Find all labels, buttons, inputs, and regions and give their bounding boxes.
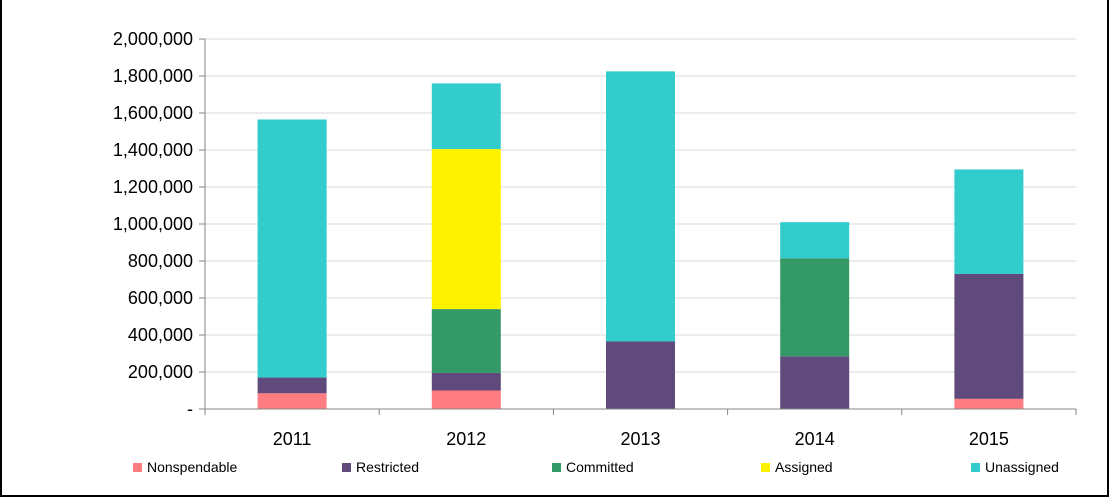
- axes: [204, 39, 1076, 410]
- bar-nonspendable-2015: [954, 398, 1024, 409]
- x-tick-label: 2011: [273, 429, 312, 449]
- y-tick-label: 400,000: [128, 325, 193, 345]
- bar-unassigned-2013: [606, 71, 675, 342]
- legend-swatch-assigned: [761, 463, 770, 472]
- x-tick-label: 2013: [620, 429, 660, 449]
- bar-restricted-2011: [257, 377, 327, 394]
- x-axis-ticks: 2011 2012 2013 2014 2015: [204, 409, 1077, 449]
- legend-label-restricted: Restricted: [356, 459, 419, 475]
- bar-restricted-2015: [954, 273, 1024, 399]
- bar-nonspendable-2012: [431, 390, 501, 409]
- legend-label-unassigned: Unassigned: [985, 459, 1059, 475]
- legend-label-nonspendable: Nonspendable: [147, 459, 238, 475]
- bar-committed-2012: [431, 309, 501, 373]
- bar-committed-2014: [780, 258, 850, 357]
- bar-restricted-2012: [431, 372, 501, 391]
- bar-unassigned-2015: [954, 169, 1024, 274]
- bars: [257, 71, 1024, 409]
- legend-label-assigned: Assigned: [775, 459, 833, 475]
- bar-unassigned-2012: [431, 83, 501, 150]
- bar-restricted-2014: [780, 356, 850, 409]
- x-tick-label: 2015: [969, 429, 1009, 449]
- y-tick-label: 1,600,000: [113, 103, 193, 123]
- y-tick-label: 800,000: [128, 251, 193, 271]
- y-axis-ticks: - 200,000 400,000 600,000 800,000 1,000,000 1,…: [113, 29, 205, 419]
- legend-swatch-restricted: [342, 463, 351, 472]
- y-tick-label: 1,000,000: [113, 214, 193, 234]
- bar-restricted-2013: [606, 341, 675, 409]
- bar-unassigned-2014: [780, 222, 850, 259]
- y-tick-label: 1,800,000: [113, 66, 193, 86]
- x-tick-label: 2014: [795, 429, 835, 449]
- y-tick-label: 2,000,000: [113, 29, 193, 49]
- bar-assigned-2012: [431, 149, 501, 310]
- bar-unassigned-2011: [257, 119, 327, 378]
- legend-label-committed: Committed: [566, 459, 634, 475]
- legend-swatch-committed: [552, 463, 561, 472]
- y-tick-label: 1,200,000: [113, 177, 193, 197]
- bar-nonspendable-2011: [257, 393, 327, 409]
- y-tick-label: 600,000: [128, 288, 193, 308]
- legend-swatch-nonspendable: [133, 463, 142, 472]
- y-tick-label: 200,000: [128, 362, 193, 382]
- legend: Nonspendable Restricted Committed Assigned U…: [133, 459, 1059, 475]
- x-tick-label: 2012: [446, 429, 486, 449]
- legend-swatch-unassigned: [971, 463, 980, 472]
- y-tick-label: 1,400,000: [113, 140, 193, 160]
- y-tick-label: -: [187, 399, 193, 419]
